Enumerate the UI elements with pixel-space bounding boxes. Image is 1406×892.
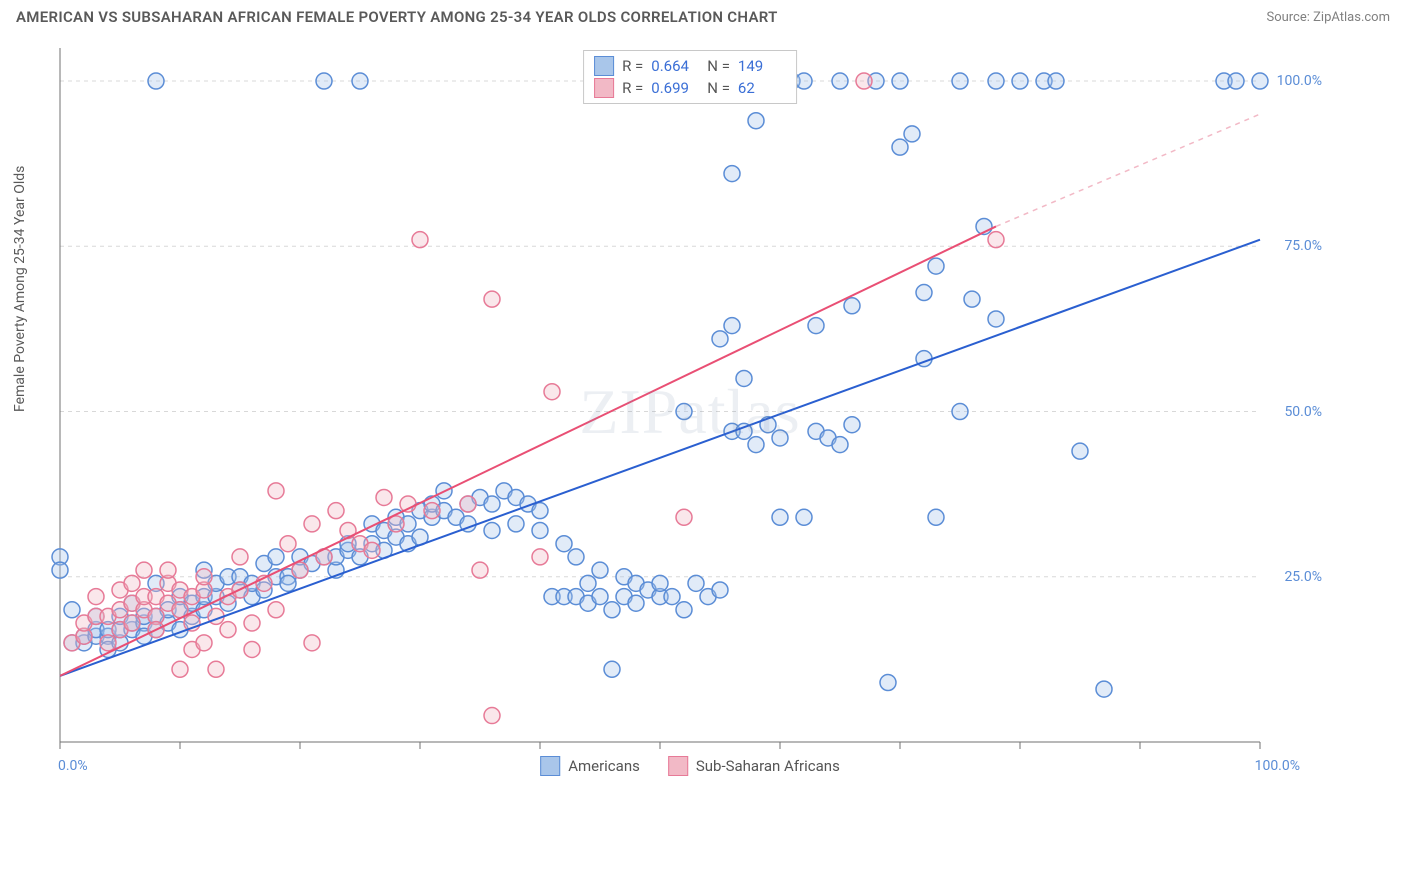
stats-row-americans: R = 0.664 N = 149 bbox=[594, 55, 786, 77]
chart-container: AMERICAN VS SUBSAHARAN AFRICAN FEMALE PO… bbox=[0, 0, 1406, 892]
scatter-plot-svg bbox=[50, 42, 1330, 812]
legend-swatch-subsaharan bbox=[668, 756, 688, 776]
ytick-50: 50.0% bbox=[1284, 404, 1322, 420]
swatch-americans bbox=[594, 56, 614, 76]
legend-swatch-americans bbox=[540, 756, 560, 776]
bottom-legend: Americans Sub-Saharan Africans bbox=[540, 756, 840, 776]
chart-source: Source: ZipAtlas.com bbox=[1266, 10, 1390, 25]
chart-title: AMERICAN VS SUBSAHARAN AFRICAN FEMALE PO… bbox=[16, 8, 778, 26]
xtick-100: 100.0% bbox=[1255, 758, 1300, 774]
y-axis-label: Female Poverty Among 25-34 Year Olds bbox=[12, 166, 28, 412]
legend-item-subsaharan: Sub-Saharan Africans bbox=[668, 756, 840, 776]
legend-item-americans: Americans bbox=[540, 756, 640, 776]
swatch-subsaharan bbox=[594, 78, 614, 98]
stats-legend: R = 0.664 N = 149 R = 0.699 N = 62 bbox=[583, 50, 797, 104]
xtick-0: 0.0% bbox=[58, 758, 88, 774]
chart-plot-area: ZIPatlas R = 0.664 N = 149 R = 0.699 N =… bbox=[50, 42, 1330, 812]
ytick-100: 100.0% bbox=[1277, 73, 1322, 89]
ytick-75: 75.0% bbox=[1284, 238, 1322, 254]
legend-label-subsaharan: Sub-Saharan Africans bbox=[696, 757, 840, 775]
stats-row-subsaharan: R = 0.699 N = 62 bbox=[594, 77, 786, 99]
legend-label-americans: Americans bbox=[568, 757, 640, 775]
ytick-25: 25.0% bbox=[1284, 569, 1322, 585]
chart-header: AMERICAN VS SUBSAHARAN AFRICAN FEMALE PO… bbox=[0, 0, 1406, 30]
